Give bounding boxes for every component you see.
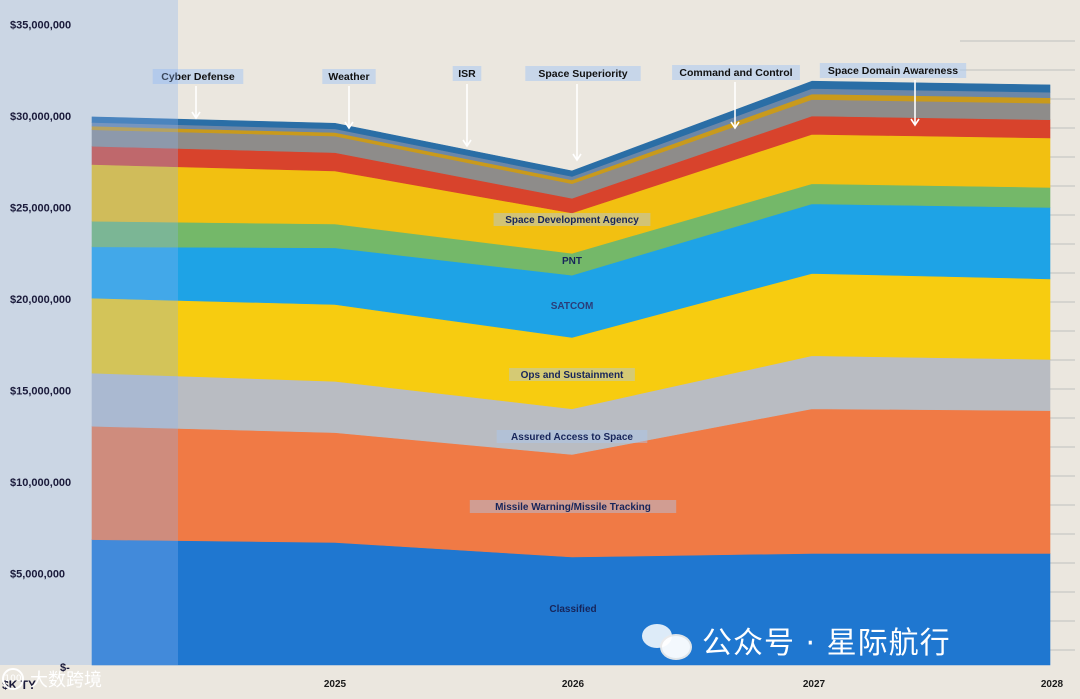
series-label-satcom: SATCOM: [551, 301, 594, 312]
area-series-group: [91, 80, 1051, 666]
series-label-classified: Classified: [549, 604, 596, 615]
annotation-weather: Weather: [328, 71, 369, 83]
area-isr: [91, 80, 1051, 177]
background-text-line: [960, 40, 1075, 42]
annotation-highlight: [819, 63, 967, 78]
axis-highlight-band: [0, 0, 178, 665]
annotation-arrowhead: [910, 118, 920, 127]
annotation-isr: ISR: [458, 68, 476, 80]
annotation-cyber-defense: Cyber Defense: [161, 71, 235, 83]
annotation-command-and-control: Command and Control: [679, 67, 792, 79]
watermark-logo-icon: 100: [2, 668, 24, 690]
series-label-ops-and-sustainment: Ops and Sustainment: [521, 370, 624, 381]
series-label-highlight: [509, 368, 635, 381]
watermark-text: 公众号 · 星际航行: [702, 626, 951, 661]
x-tick-label: 2027: [803, 679, 826, 690]
annotation-arrowhead: [191, 111, 201, 120]
y-tick-label: $35,000,000: [10, 20, 71, 32]
series-label-missile-warning-missile-tracking: Missile Warning/Missile Tracking: [495, 502, 651, 513]
wechat-icon: [642, 620, 692, 660]
series-label-pnt: PNT: [562, 256, 582, 267]
secondary-watermark-text: 大数跨境: [30, 670, 102, 691]
background-text-line: [960, 69, 1075, 71]
annotation-arrowhead: [462, 139, 472, 148]
secondary-watermark: 100 大数跨境: [2, 666, 102, 692]
y-tick-label: $5,000,000: [10, 569, 65, 581]
x-tick-label: 2026: [562, 679, 585, 690]
annotation-highlight: [322, 69, 376, 84]
y-tick-label: $20,000,000: [10, 294, 71, 306]
annotation-space-superiority: Space Superiority: [538, 68, 627, 80]
y-axis-ticks: $5,000,000 $10,000,000 $15,000,000 $20,000,…: [10, 20, 71, 581]
annotation-arrowhead: [730, 121, 740, 130]
origin-label: $-: [60, 662, 70, 674]
inline-labels-group: Classified Missile Warning/Missile Tracki…: [469, 213, 677, 615]
series-label-assured-access-to-space: Assured Access to Space: [511, 432, 633, 443]
series-label-highlight: [493, 213, 651, 226]
annotation-space-domain-awareness: Space Domain Awareness: [828, 65, 958, 77]
watermark: 公众号 · 星际航行: [642, 615, 951, 665]
series-label-space-development-agency: Space Development Agency: [505, 215, 639, 226]
annotation-highlight: [672, 65, 800, 80]
y-tick-label: $10,000,000: [10, 477, 71, 489]
y-tick-label: $30,000,000: [10, 111, 71, 123]
annotation-arrowhead: [344, 121, 354, 130]
x-tick-label: 2025: [324, 679, 347, 690]
annotations-group: Cyber Defense Weather ISR Space Superiority…: [152, 63, 967, 162]
annotation-arrowhead: [572, 153, 582, 162]
annotation-highlight: [525, 66, 641, 81]
y-tick-label: $25,000,000: [10, 203, 71, 215]
x-axis-ticks: 2025 2026 2027 2028: [324, 679, 1064, 690]
annotation-highlight: [452, 66, 482, 81]
annotation-highlight: [152, 69, 244, 84]
series-label-highlight: [469, 500, 677, 513]
x-tick-label: 2028: [1041, 679, 1064, 690]
series-label-highlight: [496, 430, 648, 443]
y-tick-label: $15,000,000: [10, 386, 71, 398]
